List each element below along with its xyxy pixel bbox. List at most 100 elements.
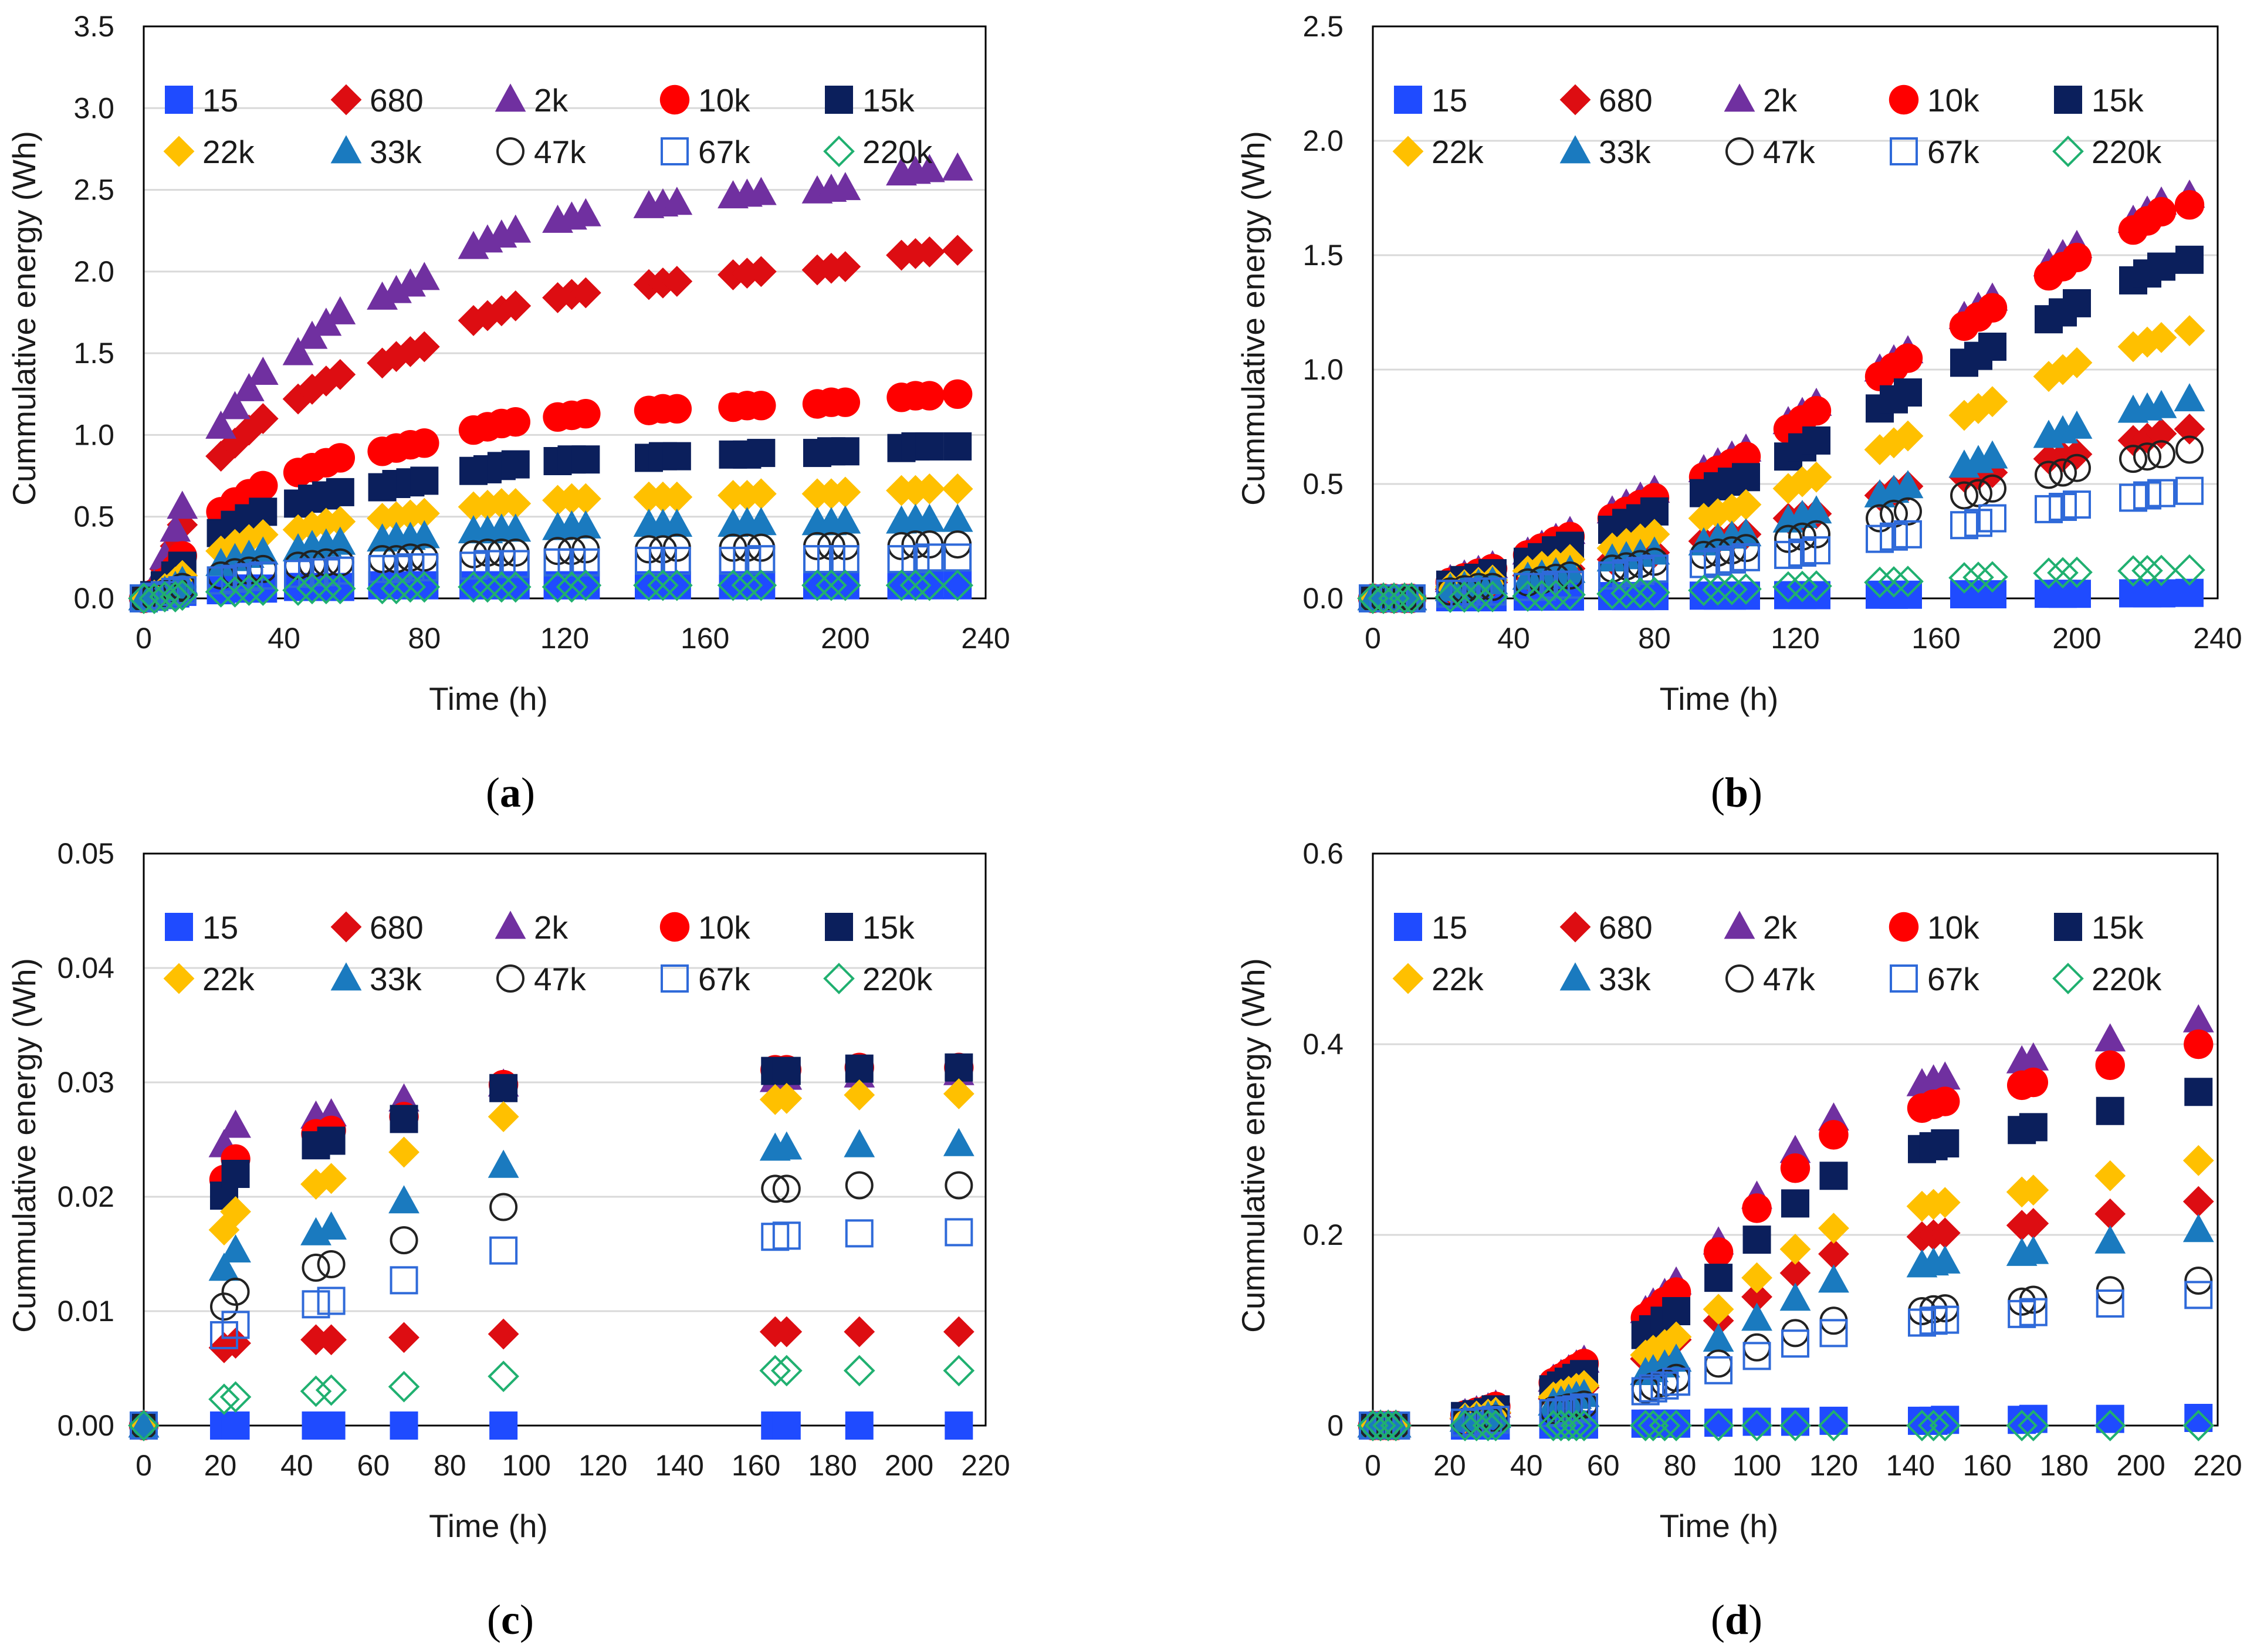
data-point xyxy=(942,473,973,505)
legend-marker xyxy=(495,83,526,112)
legend-label: 220k xyxy=(2092,134,2162,170)
series-67k xyxy=(130,1218,973,1440)
data-point xyxy=(316,1211,347,1240)
data-point xyxy=(1742,1226,1771,1254)
data-point xyxy=(1977,386,2008,417)
data-point xyxy=(772,1174,801,1203)
data-point xyxy=(1742,1333,1771,1362)
legend-marker xyxy=(1559,135,1591,164)
data-point xyxy=(1649,1410,1681,1441)
data-point xyxy=(317,1287,346,1315)
legend: 15 680 2k 10k 15k 22k 33k 47k 67k 220k xyxy=(163,82,933,170)
data-point xyxy=(732,258,763,289)
data-point xyxy=(1480,1410,1512,1441)
data-point xyxy=(324,526,356,555)
data-point xyxy=(1568,1379,1600,1407)
data-point xyxy=(2117,555,2149,587)
legend-label: 67k xyxy=(698,134,750,170)
data-point xyxy=(1478,577,1507,606)
data-point xyxy=(746,391,776,421)
data-point xyxy=(1365,1410,1396,1441)
x-tick-label: 0 xyxy=(136,1449,152,1482)
data-point xyxy=(2147,252,2175,281)
data-point xyxy=(2096,1096,2124,1125)
x-tick-label: 240 xyxy=(2193,622,2242,655)
data-point xyxy=(489,1074,518,1102)
data-point xyxy=(1660,1321,1692,1353)
data-point xyxy=(831,437,859,466)
data-point xyxy=(1477,581,1508,612)
y-axis-label: Cummulative energy (Wh) xyxy=(6,958,42,1333)
data-point xyxy=(942,235,973,266)
data-point xyxy=(1931,1305,1960,1334)
data-point xyxy=(208,1383,240,1415)
data-point xyxy=(747,439,776,468)
data-point xyxy=(458,571,489,603)
data-point xyxy=(1908,1308,1936,1337)
data-point xyxy=(2175,435,2204,464)
data-point xyxy=(410,428,439,458)
data-point xyxy=(366,573,398,605)
legend-marker xyxy=(825,86,853,114)
x-tick-label: 100 xyxy=(502,1449,551,1482)
x-tick-label: 40 xyxy=(280,1449,313,1482)
data-point xyxy=(2063,289,2091,317)
data-point xyxy=(1554,578,1586,611)
legend-label: 47k xyxy=(534,134,586,170)
legend-marker xyxy=(1724,910,1755,939)
x-tick-label: 200 xyxy=(2052,622,2101,655)
data-point xyxy=(745,256,777,287)
data-point xyxy=(500,407,530,437)
x-tick-label: 80 xyxy=(1638,622,1671,655)
data-point xyxy=(772,1057,801,1085)
legend-label: 15 xyxy=(1432,82,1467,119)
data-point xyxy=(913,154,945,182)
data-point xyxy=(2008,1299,2036,1328)
data-point xyxy=(500,488,532,519)
data-point xyxy=(943,1128,974,1156)
data-point xyxy=(661,187,693,215)
y-tick-label: 2.5 xyxy=(73,174,114,206)
legend-marker xyxy=(1724,83,1755,112)
legend-marker xyxy=(1559,911,1591,943)
legend-label: 10k xyxy=(1927,909,1979,946)
x-tick-label: 0 xyxy=(1365,1449,1381,1482)
legend-label: 67k xyxy=(1927,134,1979,170)
data-point xyxy=(2175,476,2204,505)
data-point xyxy=(310,573,342,605)
data-point xyxy=(282,574,314,606)
legend-marker xyxy=(496,964,524,993)
data-point xyxy=(815,252,847,284)
x-tick-label: 40 xyxy=(268,622,300,655)
data-point xyxy=(167,490,198,519)
data-point xyxy=(1781,1329,1809,1358)
data-point xyxy=(2182,1145,2214,1176)
data-point xyxy=(488,1318,519,1350)
legend-marker xyxy=(165,913,193,941)
y-tick-label: 2.0 xyxy=(1302,124,1344,157)
data-point xyxy=(1449,581,1480,613)
data-point xyxy=(732,480,763,511)
y-tick-label: 0.0 xyxy=(1302,582,1344,615)
data-point xyxy=(2063,490,2091,519)
y-tick-label: 0.04 xyxy=(57,952,114,984)
data-point xyxy=(1732,581,1760,610)
legend-marker xyxy=(1890,964,1918,993)
data-point xyxy=(2174,554,2205,586)
data-point xyxy=(2184,1267,2213,1295)
data-point xyxy=(233,373,265,401)
legend-marker xyxy=(2054,86,2082,114)
data-point xyxy=(1732,463,1760,492)
x-tick-label: 20 xyxy=(204,1449,237,1482)
data-point xyxy=(2119,445,2147,473)
data-point xyxy=(2146,554,2177,587)
legend-label: 15 xyxy=(1432,909,1467,946)
legend-marker xyxy=(1890,137,1918,165)
data-point xyxy=(1704,1349,1733,1378)
data-point xyxy=(1818,1410,1850,1441)
data-point xyxy=(166,579,198,611)
y-tick-label: 1.5 xyxy=(73,337,114,370)
data-point xyxy=(1779,1282,1811,1311)
data-point xyxy=(390,1226,418,1255)
data-point xyxy=(570,510,601,539)
